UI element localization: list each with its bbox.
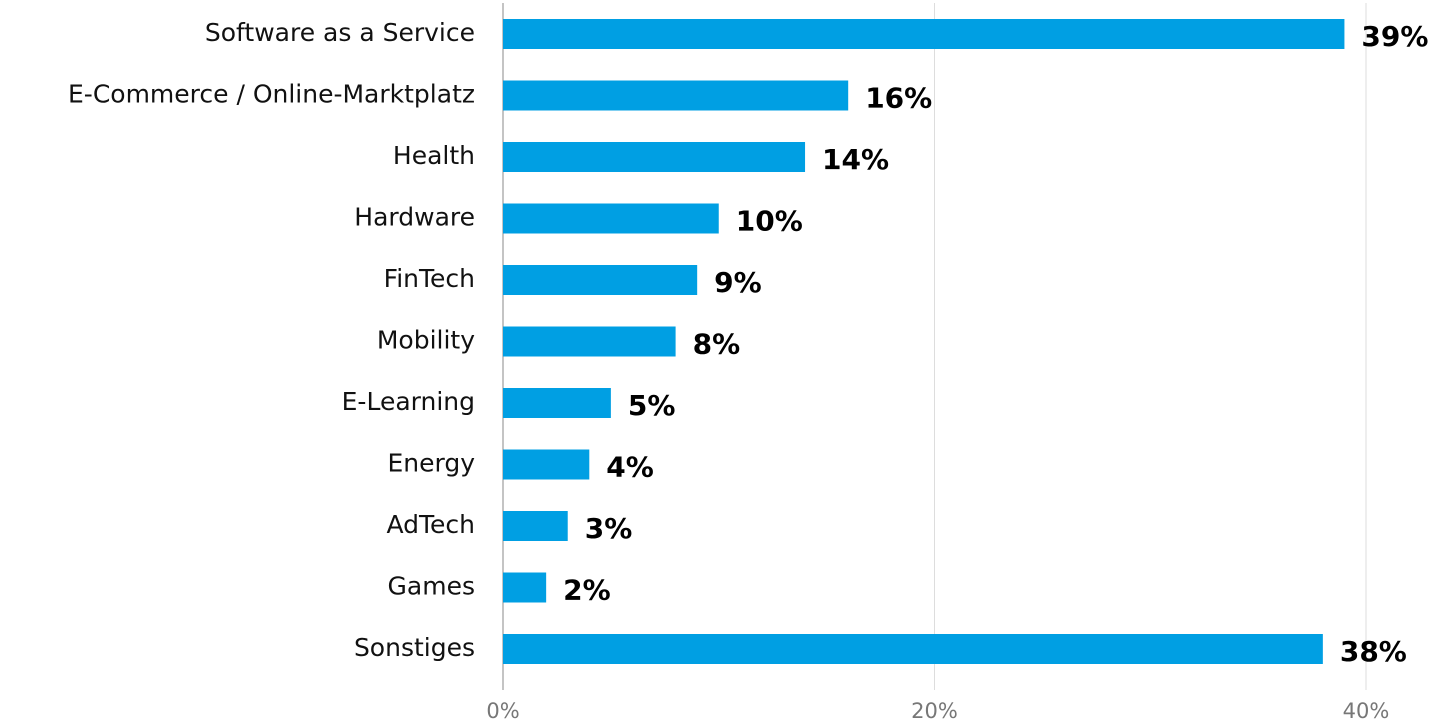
bar [503,80,849,111]
x-tick-label: 40% [1343,699,1390,723]
bar [503,326,676,357]
x-tick-label: 0% [486,699,519,723]
value-label: 14% [822,143,889,176]
category-label: Mobility [377,326,475,355]
category-label: Hardware [354,203,475,232]
value-label: 9% [714,266,762,299]
category-label: Games [388,572,475,601]
value-label: 2% [563,574,611,607]
bar [503,572,547,603]
value-label: 38% [1340,635,1407,668]
value-label: 8% [693,328,741,361]
bar [503,203,719,234]
bar [503,449,590,480]
value-label: 4% [606,451,654,484]
bar [503,388,611,418]
category-label: AdTech [386,510,475,539]
value-label: 16% [865,82,932,115]
value-label: 39% [1361,20,1428,53]
bar [503,19,1345,49]
category-label: E-Learning [342,387,475,416]
value-label: 10% [736,205,803,238]
bar [503,265,698,295]
x-tick-label: 20% [911,699,958,723]
value-label: 5% [628,389,676,422]
value-label: 3% [585,512,633,545]
category-label: FinTech [384,264,475,293]
bar [503,634,1323,664]
bar [503,142,806,172]
category-label: Software as a Service [205,18,475,47]
category-label: Health [393,141,475,170]
bar [503,511,568,541]
category-label: Energy [387,449,475,478]
category-label: Sonstiges [354,633,475,662]
category-label: E-Commerce / Online-Marktplatz [68,80,475,109]
